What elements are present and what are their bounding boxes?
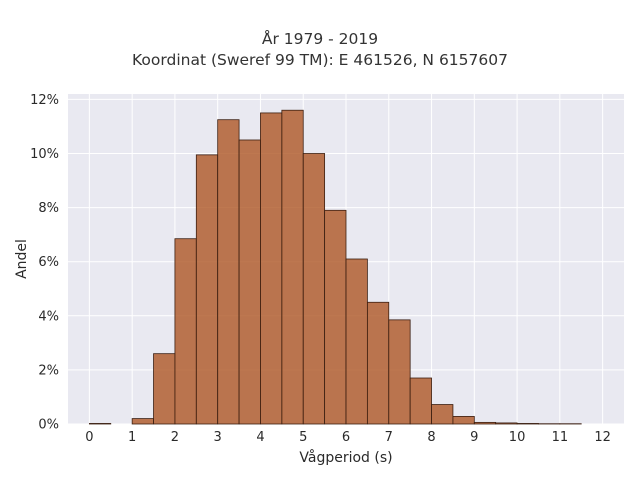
bars-layer: [88, 109, 582, 425]
histogram-bar: [131, 418, 154, 425]
x-tick-label: 5: [299, 430, 307, 445]
histogram-bar: [260, 112, 283, 425]
y-tick-label: 2%: [38, 363, 59, 378]
histogram-bar: [495, 422, 518, 425]
x-tick-labels: 0 1 2 3 4 5 6 7 8 9 10 11 12: [85, 430, 611, 445]
x-tick-label: 0: [85, 430, 93, 445]
y-tick-label: 8%: [38, 201, 59, 216]
histogram-bar: [153, 353, 176, 425]
x-tick-label: 2: [171, 430, 179, 445]
histogram-bar: [238, 139, 261, 425]
y-tick-labels: 0% 2% 4% 6% 8% 10% 12%: [30, 93, 59, 433]
histogram-bar: [195, 154, 219, 425]
x-tick-label: 10: [509, 430, 526, 445]
histogram-bar: [174, 238, 197, 425]
histogram-bar: [366, 301, 390, 425]
y-tick-label: 12%: [30, 93, 59, 108]
histogram-bar: [217, 119, 240, 425]
x-tick-label: 9: [470, 430, 478, 445]
x-tick-label: 1: [128, 430, 136, 445]
histogram-bar: [452, 416, 475, 425]
chart-subtitle: Koordinat (Sweref 99 TM): E 461526, N 61…: [132, 51, 508, 69]
histogram-bar: [431, 404, 454, 425]
histogram-bar: [281, 109, 304, 425]
histogram-bar: [473, 421, 497, 425]
x-tick-label: 12: [594, 430, 611, 445]
y-tick-label: 0%: [38, 418, 59, 433]
x-tick-label: 7: [385, 430, 393, 445]
x-tick-label: 6: [342, 430, 350, 445]
x-tick-label: 3: [214, 430, 222, 445]
x-tick-label: 11: [552, 430, 569, 445]
x-tick-label: 8: [427, 430, 435, 445]
histogram-bar: [516, 423, 539, 425]
x-axis-label: Vågperiod (s): [299, 449, 392, 466]
y-tick-label: 4%: [38, 309, 59, 324]
histogram-bar: [409, 377, 432, 425]
histogram-bar: [324, 209, 347, 425]
histogram-bar: [302, 153, 326, 425]
chart-title: År 1979 - 2019: [261, 30, 379, 48]
histogram-bar: [388, 319, 411, 425]
y-tick-label: 6%: [38, 255, 59, 270]
y-axis-label: Andel: [14, 239, 30, 279]
y-tick-label: 10%: [30, 147, 59, 162]
x-tick-label: 4: [256, 430, 264, 445]
histogram-bar: [345, 258, 368, 425]
histogram-bar: [88, 423, 112, 425]
